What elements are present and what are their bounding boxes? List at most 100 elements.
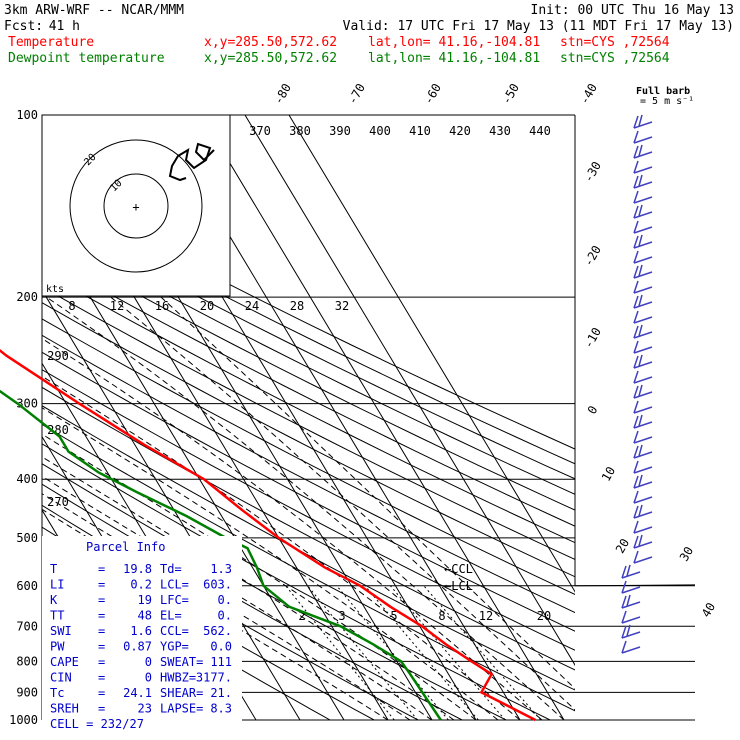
parcel-equals: = — [98, 640, 105, 654]
forecast-hour: 41 h — [49, 19, 80, 34]
forecast-label: Fcst: — [4, 19, 43, 34]
hodo-speed-label: 8 — [68, 299, 75, 313]
isotherm-label: 0 — [585, 403, 601, 416]
wind-barbs — [621, 114, 653, 654]
isotherm-label: -80 — [271, 81, 294, 107]
wind-barb — [633, 264, 653, 279]
hodo-center-mark: + — [132, 200, 139, 214]
dry-adiabat — [42, 185, 575, 450]
parcel-value: 0. — [218, 609, 232, 623]
wind-barb — [633, 490, 653, 504]
parcel-equals: = — [98, 655, 105, 669]
mixing-ratio-line — [336, 585, 449, 720]
wind-barb — [621, 624, 641, 639]
pressure-label: 900 — [16, 685, 38, 699]
mixing-ratio-label: 5 — [390, 609, 397, 623]
theta-label: 370 — [249, 124, 271, 138]
parcel-label: Td= — [160, 562, 182, 576]
parcel-value: 1.3 — [210, 562, 232, 576]
barb-note: Full barb — [636, 86, 690, 97]
lcl-label: ←LCL — [444, 579, 473, 593]
parcel-value: 1.6 — [130, 624, 152, 638]
mixing-ratio-label: 3 — [338, 609, 345, 623]
dry-adiabat — [42, 271, 575, 544]
parcel-value: 21. — [210, 686, 232, 700]
dry-adiabat — [42, 405, 575, 691]
dry-adiabat — [42, 212, 575, 480]
theta-label: 400 — [369, 124, 391, 138]
wind-barb — [633, 130, 653, 144]
dewpoint-profile — [0, 389, 442, 721]
parcel-value: 0 — [145, 655, 152, 669]
wind-barb — [633, 504, 653, 519]
temperature-latlon: lat,lon= 41.16,-104.81 — [368, 35, 540, 50]
wind-barb — [633, 414, 653, 429]
isotherm-line — [200, 115, 565, 720]
theta-label: 440 — [529, 124, 551, 138]
wind-barb — [633, 234, 653, 249]
parcel-value: 0 — [145, 671, 152, 685]
wind-barb — [633, 400, 653, 414]
parcel-value: 8.3 — [210, 702, 232, 716]
parcel-value: 0. — [218, 593, 232, 607]
pressure-label: 600 — [16, 579, 38, 593]
wind-barb — [633, 144, 653, 159]
parcel-label: Tc — [50, 686, 64, 700]
parcel-label: CIN — [50, 671, 72, 685]
isotherm-label: -50 — [499, 81, 522, 107]
wind-barb — [633, 384, 653, 399]
parcel-label: SWI — [50, 624, 72, 638]
wind-barb — [633, 160, 653, 174]
parcel-label: CAPE — [50, 655, 79, 669]
isotherm-label: 30 — [677, 544, 696, 564]
dewpoint-latlon: lat,lon= 41.16,-104.81 — [368, 51, 540, 66]
profiles — [0, 348, 536, 722]
wind-barb — [633, 534, 653, 549]
dry-adiabat — [42, 286, 575, 561]
dry-adiabat — [42, 351, 575, 632]
wind-barb — [633, 550, 653, 564]
hodo-speed-label: 28 — [290, 299, 304, 313]
isotherm-label: 20 — [613, 536, 632, 556]
hodo-speed-label: 24 — [245, 299, 259, 313]
wind-barb — [633, 190, 653, 204]
parcel-value: 19.8 — [123, 562, 152, 576]
wind-barb — [633, 474, 653, 489]
valid-time: Valid: 17 UTC Fri 17 May 13 (11 MDT Fri … — [343, 19, 734, 34]
parcel-label: SHEAR= — [160, 686, 203, 700]
mixing-ratio-line — [307, 585, 418, 720]
moist-adiabat — [42, 508, 389, 720]
init-time: Init: 00 UTC Thu 16 May 13 — [531, 3, 735, 18]
mixing-ratio-lines — [285, 585, 542, 720]
parcel-cell: CELL = 232/27 — [50, 717, 144, 731]
theta-label: 430 — [489, 124, 511, 138]
hodo-ring-10 — [103, 173, 169, 239]
mixing-ratio-line — [423, 585, 542, 720]
mixing-ratio-line — [390, 585, 506, 720]
pressure-label: 100 — [16, 108, 38, 122]
wind-barb — [633, 444, 653, 459]
wind-barb — [621, 564, 641, 579]
mixing-ratio-label: 2 — [298, 609, 305, 623]
isotherm-label: -20 — [581, 243, 604, 269]
parcel-label: TT — [50, 609, 64, 623]
dry-adiabat — [42, 255, 575, 527]
parcel-label: CCL= — [160, 624, 189, 638]
isotherm-label: 40 — [699, 600, 718, 620]
parcel-label: SWEAT= — [160, 655, 203, 669]
theta-label: 410 — [409, 124, 431, 138]
parcel-label: LAPSE= — [160, 702, 203, 716]
parcel-label: HWBZ= — [160, 671, 196, 685]
parcel-equals: = — [98, 702, 105, 716]
barb-note-units: = 5 m s⁻¹ — [640, 96, 694, 107]
parcel-equals: = — [98, 578, 105, 592]
wind-barb — [633, 204, 653, 219]
dry-adiabat — [42, 241, 575, 511]
parcel-value: 111 — [210, 655, 232, 669]
wind-barb — [633, 294, 653, 309]
wind-barb — [633, 174, 653, 189]
theta-label: 280 — [47, 423, 69, 437]
parcel-label: YGP= — [160, 640, 189, 654]
